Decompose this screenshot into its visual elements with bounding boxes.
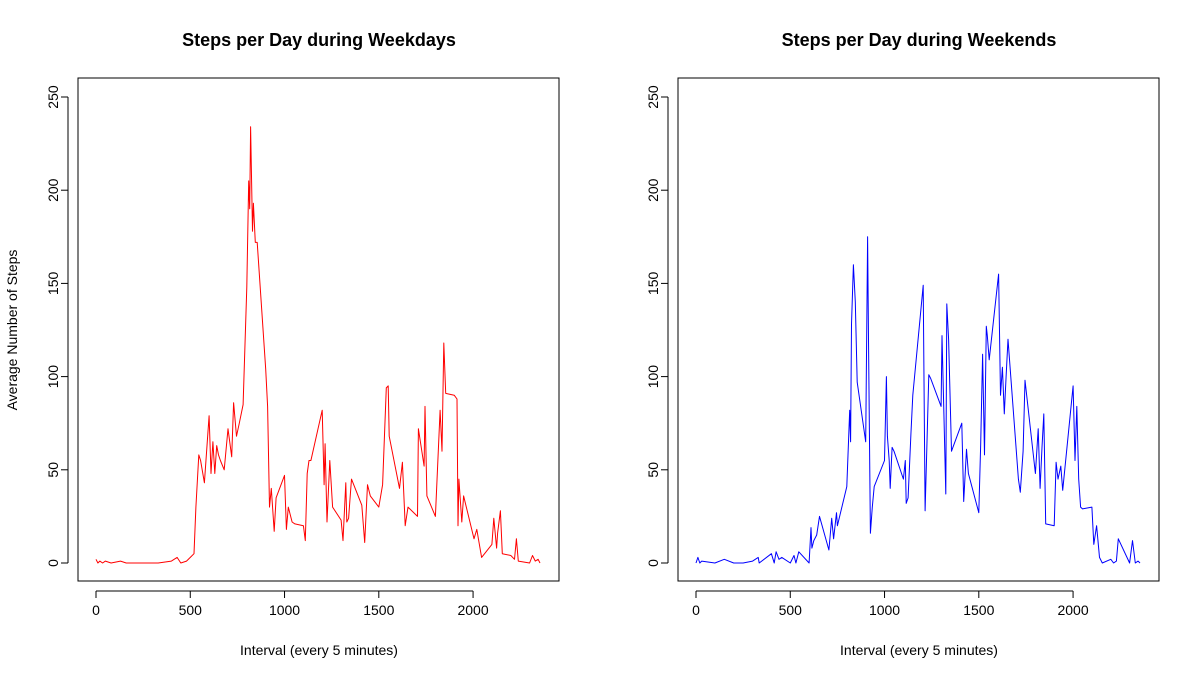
y-tick-label: 200 (645, 178, 661, 202)
series-line (695, 236, 1141, 564)
x-tick-label: 1500 (963, 602, 994, 618)
chart-title: Steps per Day during Weekends (782, 30, 1057, 50)
x-axis-label: Interval (every 5 minutes) (240, 642, 398, 658)
plot-frame (77, 77, 560, 582)
y-tick-label: 100 (45, 365, 61, 389)
y-tick-label: 250 (45, 85, 61, 109)
series-layer (95, 126, 541, 564)
y-tick-label: 250 (645, 85, 661, 109)
y-tick-label: 150 (645, 272, 661, 296)
y-tick-label: 0 (45, 559, 61, 567)
chart-title: Steps per Day during Weekdays (182, 30, 456, 50)
x-axis: 0 500 1000 1500 2000 (692, 590, 1089, 618)
x-tick-label: 1000 (269, 602, 300, 618)
x-tick-label: 500 (779, 602, 803, 618)
x-tick-label: 1500 (363, 602, 394, 618)
x-tick-label: 2000 (457, 602, 488, 618)
x-tick-label: 2000 (1057, 602, 1088, 618)
x-axis: 0 500 1000 1500 2000 (92, 590, 489, 618)
y-axis-label: Average Number of Steps (4, 250, 20, 411)
x-axis-label: Interval (every 5 minutes) (840, 642, 998, 658)
y-tick-label: 50 (645, 462, 661, 478)
series-line (95, 126, 541, 564)
x-tick-label: 500 (179, 602, 203, 618)
x-tick-label: 0 (92, 602, 100, 618)
plot-frame (677, 77, 1160, 582)
x-tick-label: 1000 (869, 602, 900, 618)
y-tick-label: 200 (45, 178, 61, 202)
series-layer (695, 236, 1141, 564)
y-tick-label: 100 (645, 365, 661, 389)
y-tick-label: 150 (45, 272, 61, 296)
weekday-chart: Steps per Day during Weekdays Interval (… (4, 30, 560, 658)
x-tick-label: 0 (692, 602, 700, 618)
y-tick-label: 50 (45, 462, 61, 478)
y-tick-label: 0 (645, 559, 661, 567)
y-axis: 0 50 100 150 200 250 (645, 85, 669, 567)
y-axis: 0 50 100 150 200 250 (45, 85, 69, 567)
weekend-chart: Steps per Day during Weekends Interval (… (645, 30, 1160, 658)
